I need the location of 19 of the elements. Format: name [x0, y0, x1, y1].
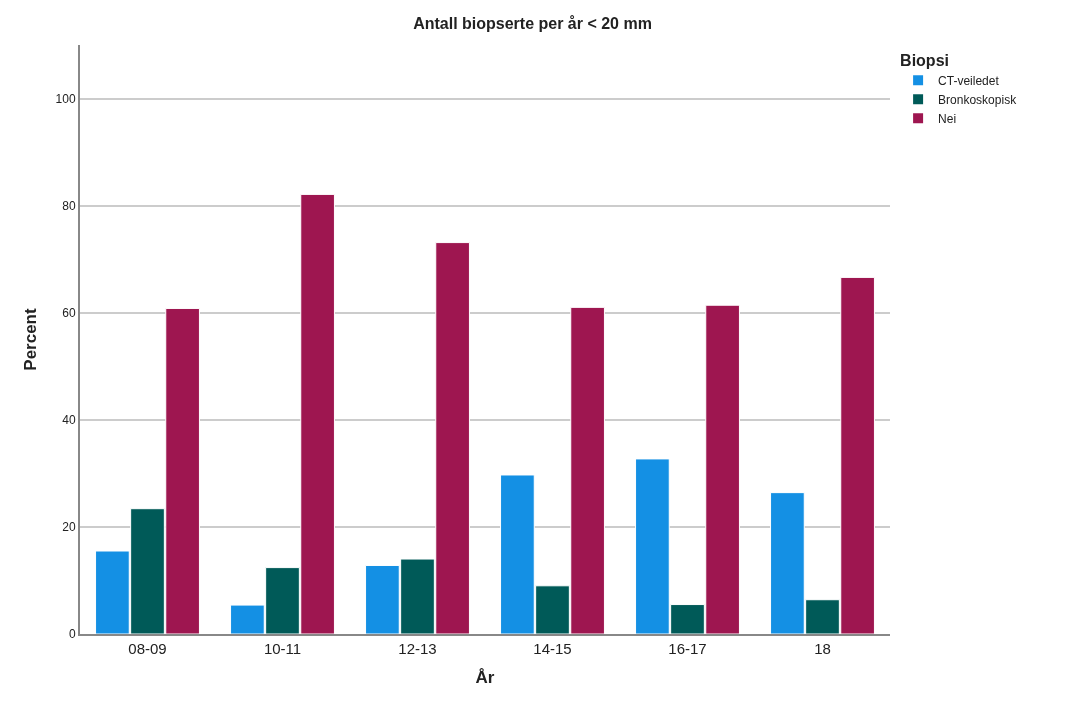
x-tick-label: 16-17: [668, 640, 707, 657]
x-axis-title: År: [475, 667, 495, 687]
x-tick-label: 10-11: [263, 640, 302, 657]
x-tick-label: 14-15: [533, 640, 572, 657]
chart-title: Antall biopserte per år < 20 mm: [413, 14, 652, 32]
x-tick-label: 18: [814, 640, 831, 657]
y-tick-label: 60: [62, 305, 76, 320]
y-tick-label: 40: [62, 413, 76, 428]
legend-label: CT-veiledet: [938, 73, 1000, 88]
legend-title: Biopsi: [900, 51, 949, 69]
x-tick-label: 08-09: [128, 640, 167, 657]
y-tick-label: 100: [55, 91, 76, 106]
x-tick-label: 12-13: [398, 640, 437, 657]
y-axis-title: Percent: [20, 307, 40, 371]
legend-label: Bronkoskopisk: [938, 92, 1018, 107]
legend-label: Nei: [938, 111, 957, 126]
y-tick-label: 80: [62, 198, 76, 213]
y-tick-label: 20: [62, 520, 76, 535]
y-tick-label: 0: [68, 627, 76, 642]
